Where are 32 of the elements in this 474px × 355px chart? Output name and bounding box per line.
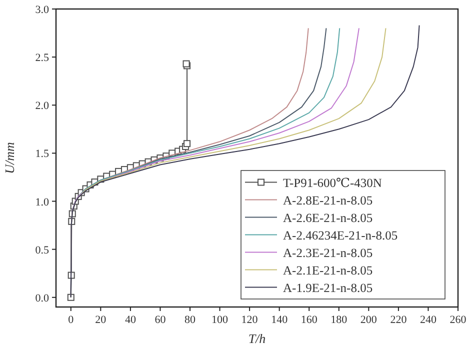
y-tick-label: 0.0 (35, 292, 50, 304)
y-tick-label: 1.5 (35, 148, 50, 160)
y-tick-label: 1.0 (35, 196, 50, 208)
x-tick-label: 240 (420, 314, 437, 326)
x-tick-label: 260 (450, 314, 467, 326)
x-tick-label: 0 (68, 314, 74, 326)
legend-label: A-2.46234E-21-n-8.05 (283, 228, 398, 242)
x-axis-title: T/h (248, 331, 266, 346)
x-tick-label: 120 (241, 314, 258, 326)
x-tick-label: 80 (184, 314, 196, 326)
point (67, 294, 74, 301)
point (184, 140, 191, 148)
legend-label: A-2.8E-21-n-8.05 (283, 193, 373, 208)
legend-label: T-P91-600℃-430N (283, 176, 382, 190)
legend-label: A-2.1E-21-n-8.05 (283, 263, 373, 278)
y-tick-label: 3.0 (35, 4, 50, 16)
y-tick-label: 0.5 (35, 244, 50, 256)
y-tick-label: 2.5 (35, 52, 50, 64)
x-tick-label: 180 (330, 314, 348, 326)
x-tick-label: 100 (212, 314, 229, 326)
y-axis-title: U/mm (2, 142, 17, 174)
legend-label: A-1.9E-21-n-8.05 (283, 280, 373, 295)
x-tick-label: 20 (95, 314, 107, 326)
x-tick-label: 220 (390, 314, 408, 326)
legend-label: A-2.6E-21-n-8.05 (283, 210, 373, 225)
x-tick-label: 60 (154, 314, 166, 326)
y-tick-label: 2.0 (35, 100, 50, 112)
x-tick-label: 160 (300, 314, 318, 326)
legend-label: A-2.3E-21-n-8.05 (283, 246, 373, 260)
x-tick-label: 40 (124, 314, 136, 326)
x-tick-label: 200 (360, 314, 378, 326)
x-tick-label: 140 (271, 314, 288, 326)
